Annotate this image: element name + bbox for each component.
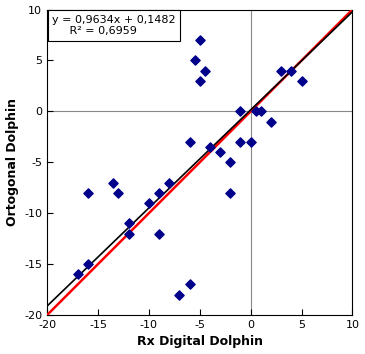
Point	[227, 190, 233, 196]
Point	[238, 109, 243, 114]
Point	[187, 139, 192, 145]
Point	[288, 68, 294, 74]
Text: y = 0,9634x + 0,1482
     R² = 0,6959: y = 0,9634x + 0,1482 R² = 0,6959	[52, 15, 176, 36]
Point	[156, 231, 162, 236]
Point	[75, 272, 81, 277]
Point	[126, 221, 131, 226]
Point	[238, 139, 243, 145]
Point	[156, 190, 162, 196]
Point	[268, 119, 274, 124]
Point	[85, 261, 91, 267]
Point	[253, 109, 259, 114]
Point	[248, 139, 254, 145]
Point	[85, 190, 91, 196]
Y-axis label: Ortogonal Dolphin: Ortogonal Dolphin	[5, 98, 19, 226]
Point	[192, 58, 197, 63]
Point	[299, 78, 304, 84]
Point	[207, 144, 213, 150]
Point	[278, 68, 284, 74]
Point	[177, 292, 182, 297]
Point	[126, 231, 131, 236]
X-axis label: Rx Digital Dolphin: Rx Digital Dolphin	[137, 336, 263, 348]
Point	[227, 159, 233, 165]
Point	[110, 180, 116, 185]
Point	[187, 282, 192, 287]
Point	[166, 180, 172, 185]
Point	[258, 109, 264, 114]
Point	[197, 78, 203, 84]
Point	[146, 200, 152, 206]
Point	[197, 37, 203, 43]
Point	[202, 68, 208, 74]
Point	[217, 149, 223, 155]
Point	[115, 190, 121, 196]
